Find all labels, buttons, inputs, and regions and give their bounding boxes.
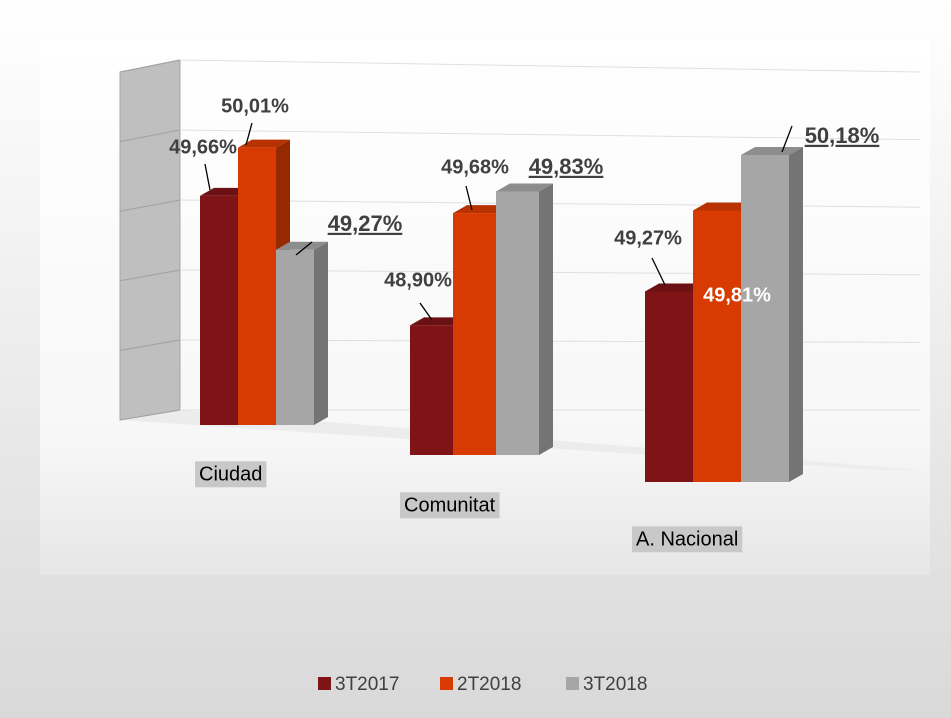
bar-side (314, 241, 328, 425)
legend-label: 3T2018 (583, 674, 647, 695)
data-label: 49,66% (169, 136, 237, 158)
data-label: 49,27% (614, 227, 682, 249)
category-label: Comunitat (404, 494, 496, 516)
legend-swatch (440, 677, 453, 690)
leader-line (204, 163, 211, 191)
category-label-bg (632, 526, 743, 553)
grid-line (179, 59, 921, 73)
category-label: A. Nacional (636, 528, 738, 550)
bar-top (693, 202, 755, 211)
grid-line (179, 129, 921, 141)
bar-front (200, 195, 238, 425)
bar-top (645, 283, 707, 292)
bar-top (410, 317, 467, 326)
bar-top (238, 139, 290, 148)
legend-swatch (318, 677, 331, 690)
grid-line (119, 269, 181, 282)
bar-side (789, 147, 803, 482)
bar-front (693, 210, 741, 482)
data-label: 48,90% (384, 269, 452, 291)
category-label: Ciudad (199, 463, 262, 485)
grid-line (119, 129, 181, 143)
bar-top (276, 241, 328, 250)
bar-front (276, 249, 314, 425)
leader-line (245, 122, 253, 146)
bar-front (238, 147, 276, 425)
leader-line (781, 125, 793, 153)
category-label-bg (400, 492, 500, 519)
bar-front (741, 155, 789, 482)
bar-top (496, 183, 553, 192)
bar-front (496, 191, 539, 456)
category-label-bg (195, 461, 267, 488)
leader-line (419, 302, 433, 321)
bar-side (539, 183, 553, 456)
bar-front (453, 213, 496, 455)
data-label: 49,81% (703, 284, 771, 306)
bar (276, 241, 328, 425)
leader-line (651, 257, 666, 286)
bar (741, 147, 803, 482)
leader-line (465, 185, 473, 211)
data-label: 50,01% (221, 95, 289, 117)
bar-top (741, 147, 803, 155)
grid-line (119, 339, 181, 351)
bar-front (645, 291, 693, 482)
grid-line (119, 409, 181, 421)
legend-label: 3T2017 (335, 674, 399, 695)
legend-label: 2T2018 (457, 674, 521, 695)
side-wall (119, 59, 181, 421)
grid-line (119, 59, 181, 73)
data-label: 49,27% (328, 211, 403, 236)
bar-front (410, 325, 453, 455)
data-label: 49,68% (441, 156, 509, 178)
data-label: 49,83% (529, 154, 604, 179)
bar (496, 183, 553, 456)
bar-top (453, 205, 510, 214)
leader-line (295, 241, 313, 256)
legend-swatch (566, 677, 579, 690)
data-label: 50,18% (805, 123, 880, 148)
grid-line (119, 199, 181, 212)
